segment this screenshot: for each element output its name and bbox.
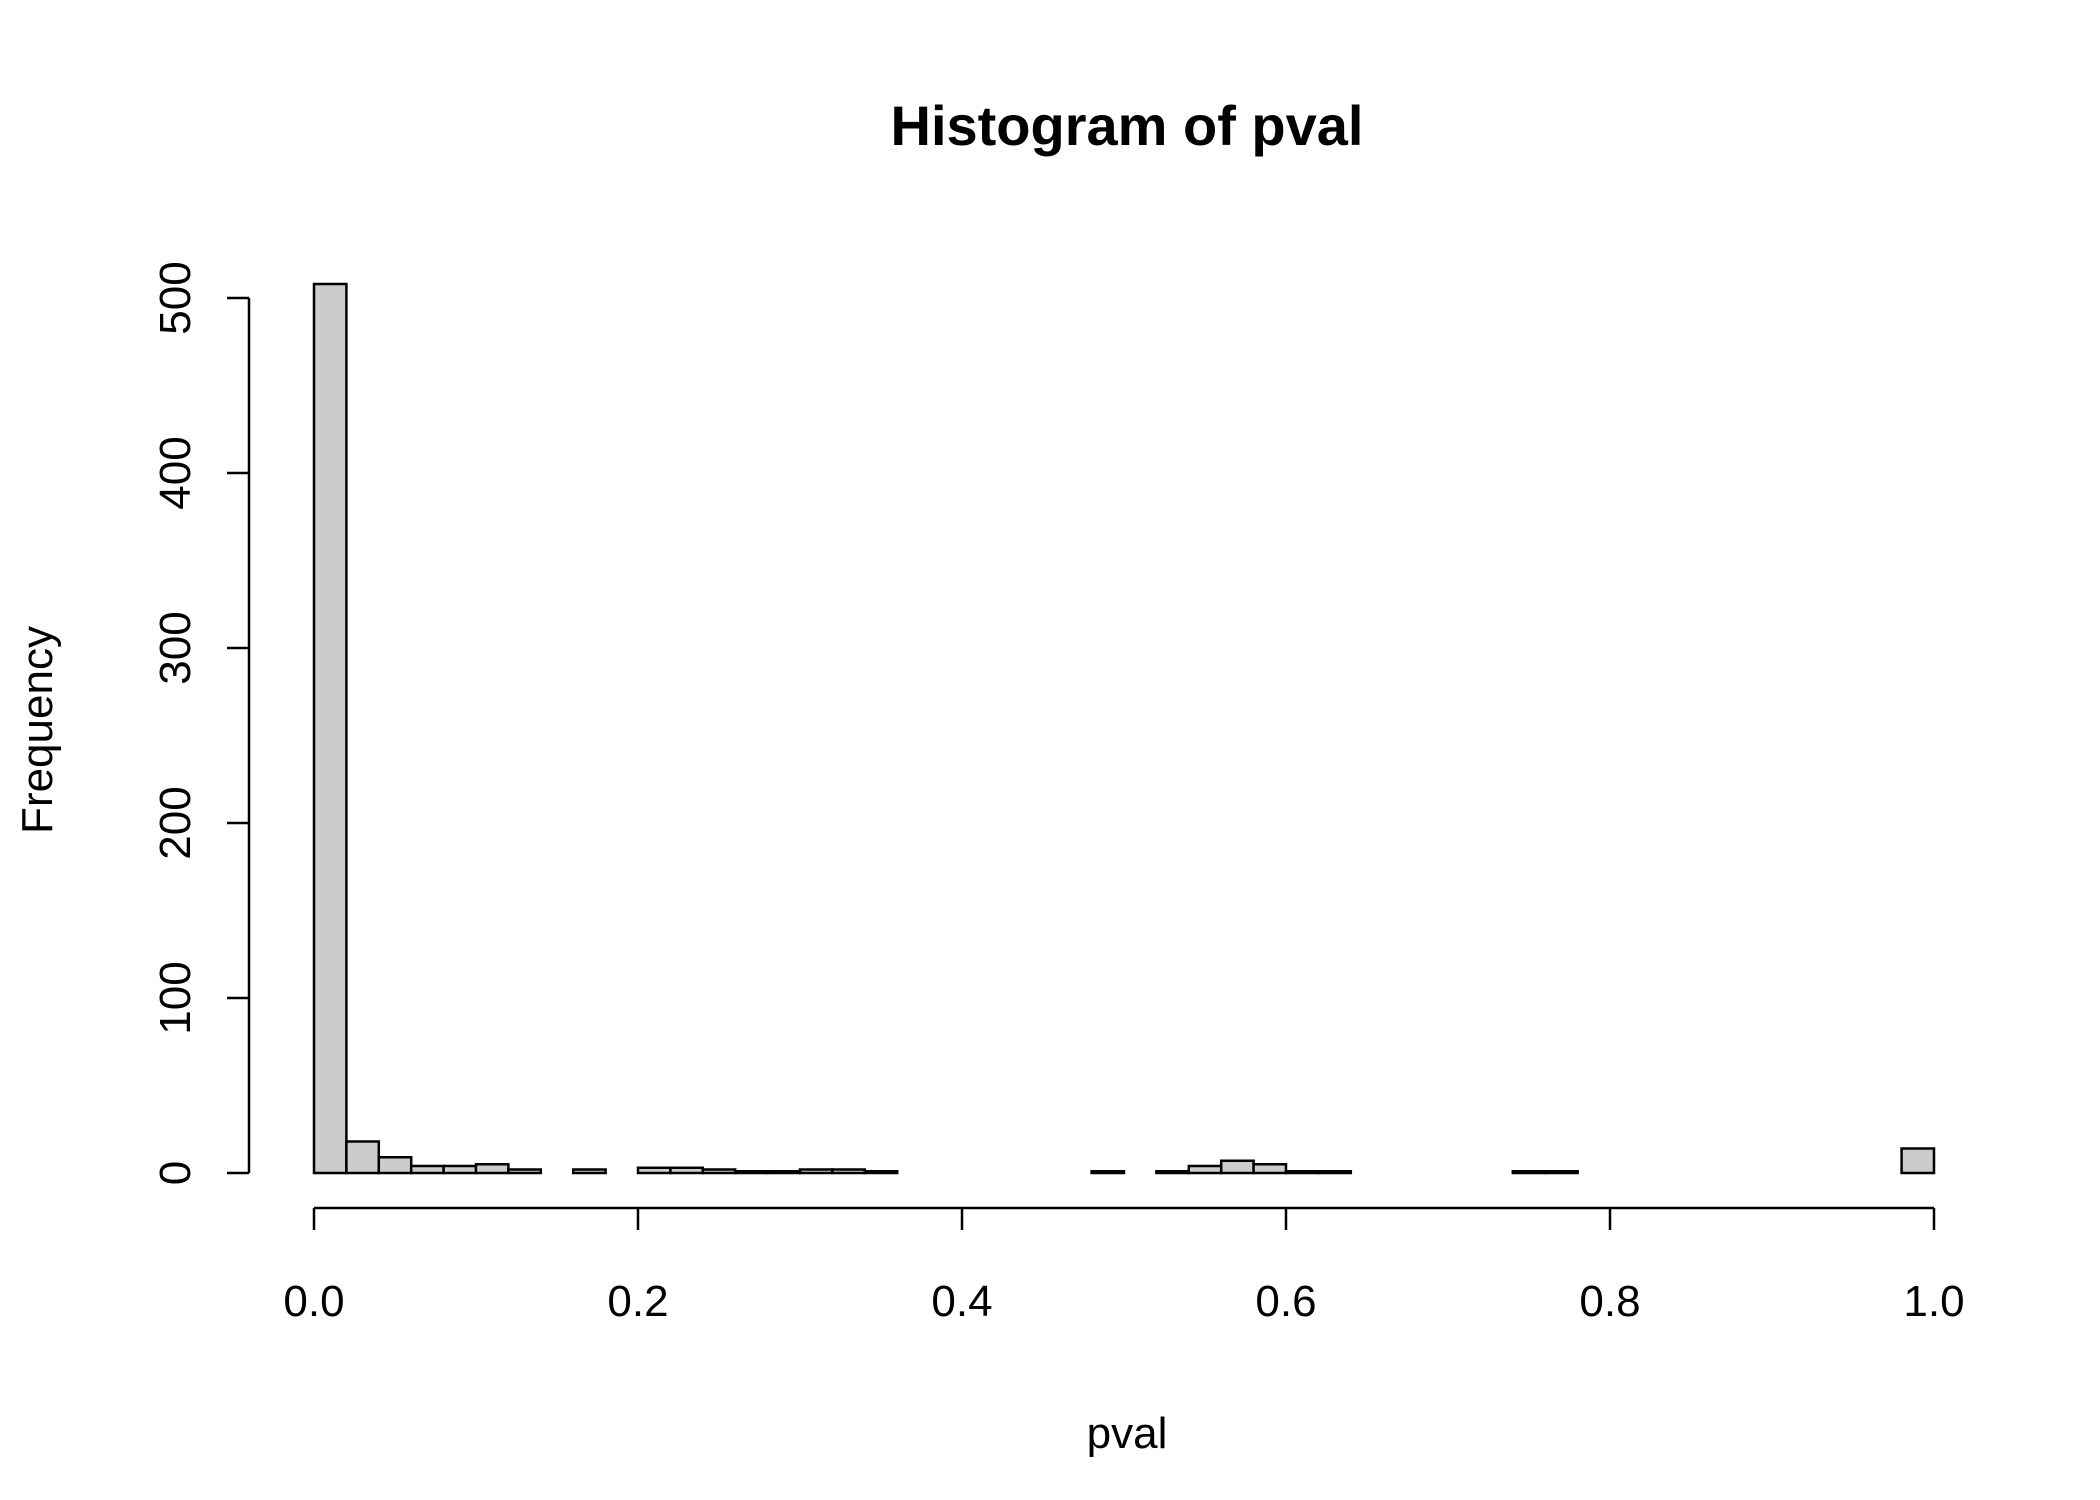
histogram-bar bbox=[798, 1168, 834, 1175]
histogram-bar bbox=[831, 1168, 867, 1175]
y-tick-label: 100 bbox=[151, 961, 200, 1034]
histogram-bar bbox=[701, 1168, 737, 1175]
histogram-bar bbox=[507, 1168, 543, 1175]
x-tick-label: 0.6 bbox=[1255, 1277, 1316, 1326]
x-tick-label: 0.2 bbox=[607, 1277, 668, 1326]
histogram-bar bbox=[669, 1166, 705, 1175]
x-axis-label: pval bbox=[1087, 1409, 1168, 1458]
histogram-bar bbox=[766, 1170, 802, 1175]
y-axis: 0 100 200 300 400 500 bbox=[151, 261, 251, 1185]
histogram-bar bbox=[442, 1164, 478, 1175]
histogram-bar bbox=[733, 1170, 769, 1175]
y-tick-label: 0 bbox=[151, 1161, 200, 1185]
bars-group bbox=[312, 282, 1936, 1175]
histogram-bar bbox=[1284, 1170, 1320, 1175]
y-tick-label: 500 bbox=[151, 261, 200, 334]
x-tick-label: 0.4 bbox=[931, 1277, 992, 1326]
histogram-bar bbox=[1317, 1170, 1353, 1175]
histogram-bar bbox=[863, 1170, 899, 1175]
histogram-bar bbox=[1187, 1164, 1223, 1175]
y-tick-label: 400 bbox=[151, 436, 200, 509]
y-axis-label: Frequency bbox=[13, 626, 62, 834]
histogram-bar bbox=[1219, 1159, 1255, 1175]
histogram-bar bbox=[636, 1166, 672, 1175]
histogram-bar bbox=[1155, 1170, 1191, 1175]
histogram-bar bbox=[571, 1168, 607, 1175]
histogram-bar bbox=[1090, 1170, 1126, 1175]
histogram-bar bbox=[474, 1163, 510, 1175]
y-tick-label: 300 bbox=[151, 611, 200, 684]
x-axis: 0.0 0.2 0.4 0.6 0.8 1.0 bbox=[283, 1206, 1965, 1326]
y-tick-label: 200 bbox=[151, 786, 200, 859]
histogram-bar bbox=[312, 282, 348, 1175]
x-tick-label: 1.0 bbox=[1903, 1277, 1964, 1326]
histogram-bar bbox=[1900, 1147, 1936, 1175]
histogram-bar bbox=[345, 1140, 381, 1175]
histogram-bar bbox=[1252, 1163, 1288, 1175]
histogram-bar bbox=[1543, 1170, 1579, 1175]
chart-title: Histogram of pval bbox=[891, 94, 1364, 157]
histogram-bar bbox=[1511, 1170, 1547, 1175]
histogram-bar bbox=[409, 1164, 445, 1175]
x-tick-label: 0.8 bbox=[1579, 1277, 1640, 1326]
histogram-bar bbox=[377, 1156, 413, 1175]
x-tick-label: 0.0 bbox=[283, 1277, 344, 1326]
